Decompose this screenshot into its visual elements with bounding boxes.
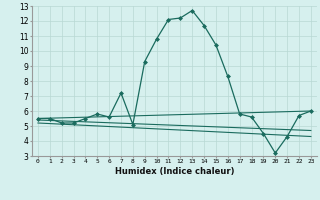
X-axis label: Humidex (Indice chaleur): Humidex (Indice chaleur) (115, 167, 234, 176)
